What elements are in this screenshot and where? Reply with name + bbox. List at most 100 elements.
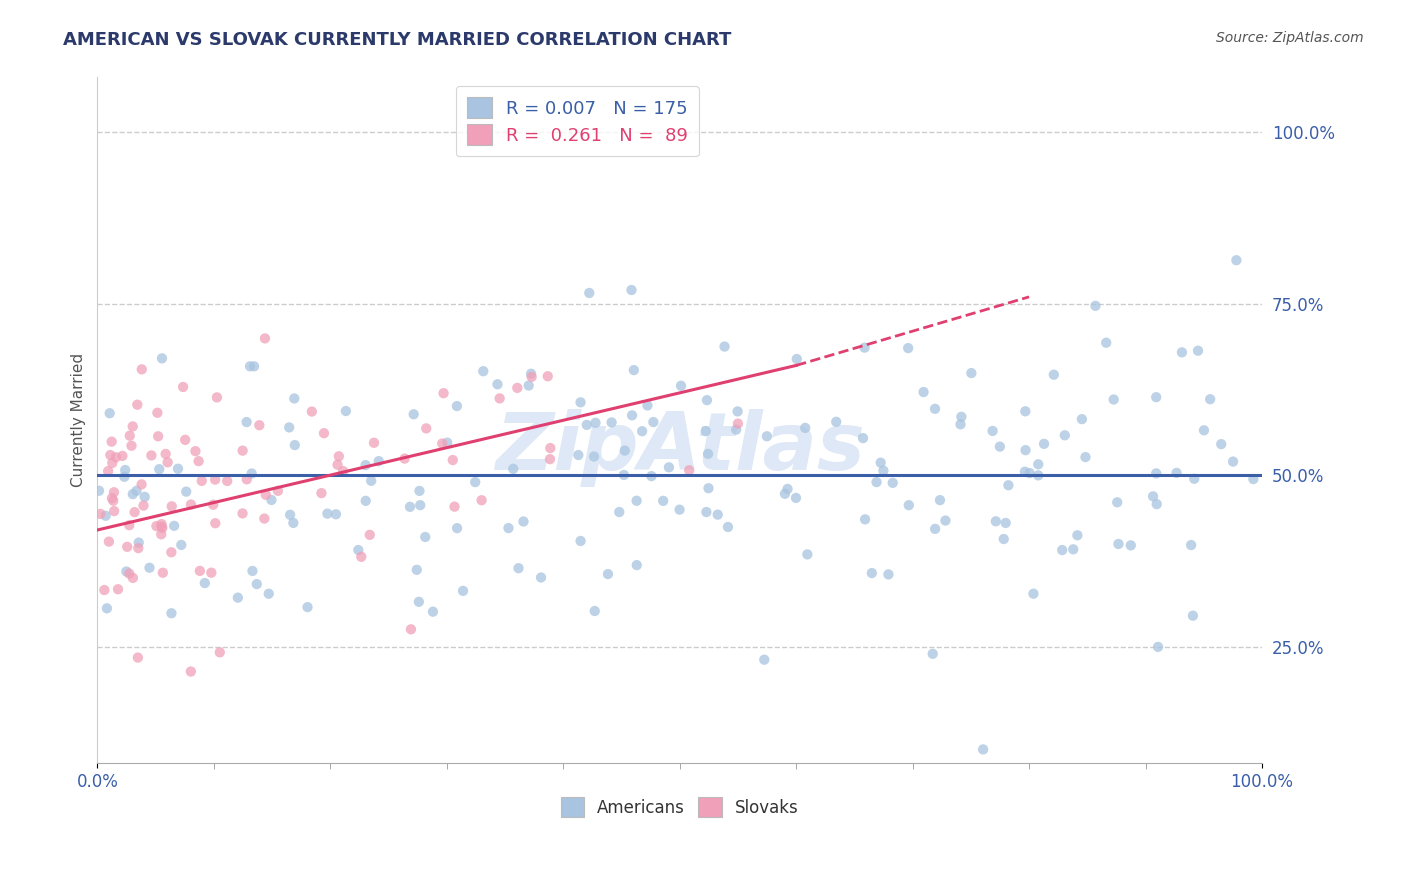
Point bbox=[773, 487, 796, 501]
Point bbox=[658, 460, 681, 475]
Point bbox=[897, 341, 920, 355]
Point bbox=[1033, 437, 1056, 451]
Point bbox=[134, 490, 156, 504]
Point bbox=[993, 532, 1015, 546]
Point bbox=[697, 447, 720, 461]
Point bbox=[359, 528, 381, 542]
Point bbox=[652, 493, 675, 508]
Point bbox=[138, 560, 160, 574]
Point bbox=[725, 423, 748, 437]
Point bbox=[472, 364, 495, 378]
Point bbox=[853, 512, 876, 526]
Point bbox=[118, 428, 141, 442]
Point bbox=[436, 435, 458, 450]
Point bbox=[132, 499, 155, 513]
Point bbox=[1026, 468, 1049, 483]
Point bbox=[194, 576, 217, 591]
Point bbox=[432, 436, 454, 450]
Point bbox=[150, 519, 173, 533]
Point bbox=[668, 502, 690, 516]
Point bbox=[1043, 368, 1066, 382]
Point bbox=[1180, 538, 1202, 552]
Point bbox=[727, 417, 749, 431]
Point bbox=[267, 483, 290, 498]
Point bbox=[1066, 528, 1088, 542]
Point bbox=[118, 518, 141, 533]
Point bbox=[1070, 412, 1092, 426]
Point bbox=[399, 623, 422, 637]
Point bbox=[111, 449, 134, 463]
Point bbox=[1014, 465, 1036, 479]
Point bbox=[115, 565, 138, 579]
Point bbox=[583, 604, 606, 618]
Point bbox=[621, 409, 644, 423]
Point bbox=[301, 404, 323, 418]
Point bbox=[148, 462, 170, 476]
Point bbox=[1026, 458, 1049, 472]
Point bbox=[443, 500, 465, 514]
Point bbox=[103, 485, 125, 500]
Point bbox=[125, 483, 148, 498]
Point bbox=[451, 583, 474, 598]
Point bbox=[520, 367, 543, 381]
Point bbox=[486, 377, 509, 392]
Point bbox=[972, 742, 994, 756]
Point bbox=[865, 475, 887, 489]
Point bbox=[897, 498, 920, 512]
Point bbox=[191, 474, 214, 488]
Point bbox=[860, 566, 883, 580]
Point bbox=[121, 571, 143, 585]
Point bbox=[921, 647, 943, 661]
Point bbox=[335, 404, 357, 418]
Point bbox=[1022, 587, 1045, 601]
Point bbox=[1144, 390, 1167, 404]
Point bbox=[278, 420, 301, 434]
Point bbox=[636, 399, 658, 413]
Point bbox=[569, 533, 592, 548]
Point bbox=[575, 417, 598, 432]
Point bbox=[1146, 497, 1168, 511]
Point bbox=[852, 431, 875, 445]
Point bbox=[325, 508, 347, 522]
Point bbox=[853, 341, 876, 355]
Point bbox=[121, 439, 143, 453]
Point bbox=[101, 456, 124, 470]
Point bbox=[367, 454, 389, 468]
Point bbox=[1102, 392, 1125, 407]
Point bbox=[585, 416, 607, 430]
Point bbox=[537, 369, 560, 384]
Point bbox=[100, 434, 122, 449]
Point bbox=[538, 452, 561, 467]
Point bbox=[623, 363, 645, 377]
Point bbox=[1187, 343, 1209, 358]
Point bbox=[471, 493, 494, 508]
Text: AMERICAN VS SLOVAK CURRENTLY MARRIED CORRELATION CHART: AMERICAN VS SLOVAK CURRENTLY MARRIED COR… bbox=[63, 31, 731, 49]
Point bbox=[512, 515, 534, 529]
Point bbox=[1018, 466, 1040, 480]
Point bbox=[163, 518, 186, 533]
Point bbox=[399, 500, 422, 514]
Point bbox=[924, 522, 946, 536]
Point bbox=[1222, 454, 1244, 468]
Point bbox=[695, 424, 717, 438]
Point bbox=[180, 665, 202, 679]
Point bbox=[408, 595, 430, 609]
Point bbox=[326, 458, 349, 472]
Point bbox=[283, 516, 305, 530]
Point bbox=[232, 443, 254, 458]
Point bbox=[785, 491, 807, 505]
Point bbox=[432, 386, 454, 401]
Point bbox=[984, 514, 1007, 528]
Point bbox=[934, 514, 956, 528]
Point bbox=[204, 516, 226, 531]
Point bbox=[127, 650, 149, 665]
Point bbox=[508, 561, 530, 575]
Point bbox=[1119, 538, 1142, 552]
Point bbox=[502, 462, 524, 476]
Point bbox=[127, 398, 149, 412]
Point bbox=[776, 482, 799, 496]
Point bbox=[869, 456, 891, 470]
Point bbox=[717, 520, 740, 534]
Point bbox=[1211, 437, 1233, 451]
Point bbox=[118, 566, 141, 581]
